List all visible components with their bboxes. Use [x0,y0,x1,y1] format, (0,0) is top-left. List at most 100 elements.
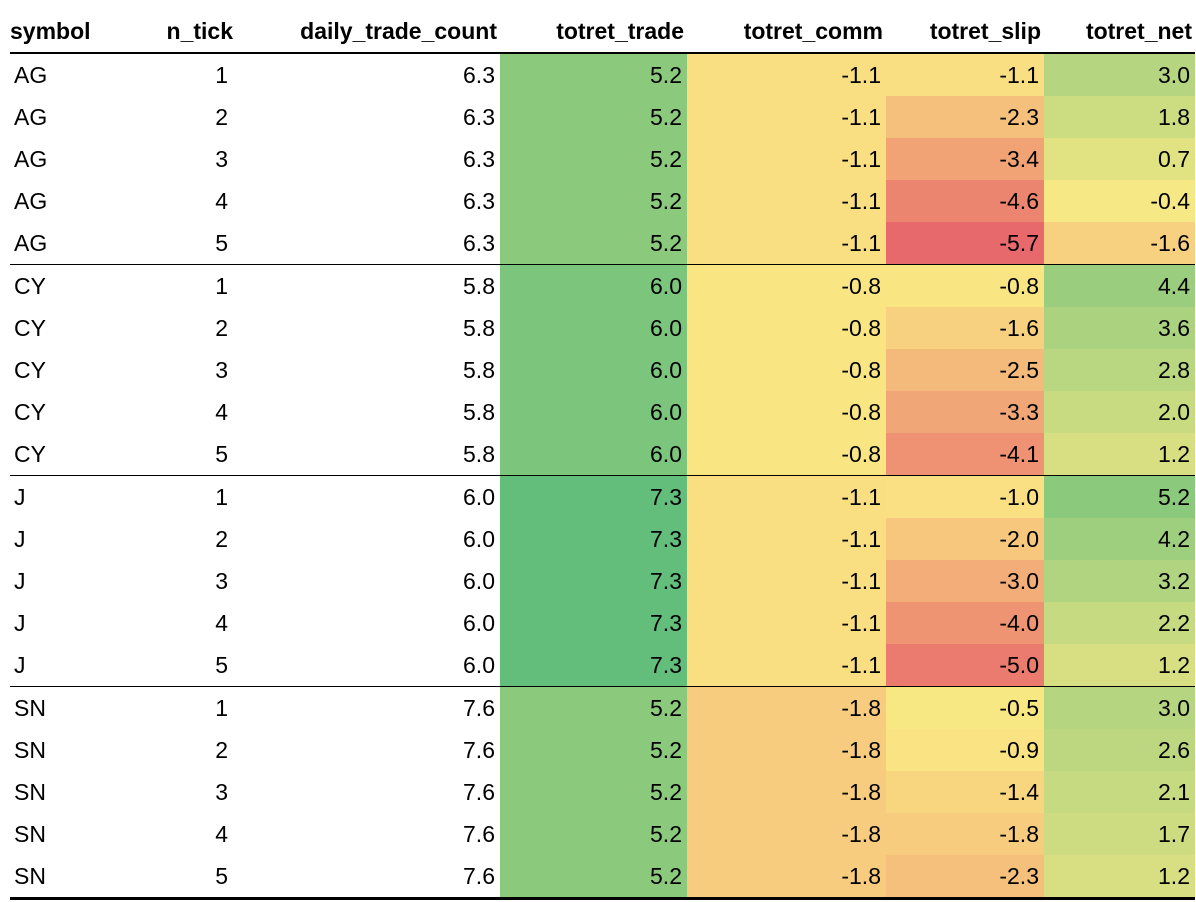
cell-totret-net: 1.2 [1044,644,1195,687]
cell-daily-trade-count: 6.3 [463,103,495,130]
cell-daily-trade-count: 6.0 [463,567,495,594]
cell-totret-net: 4.4 [1044,264,1195,307]
cell-totret-slip: -5.7 [886,222,1044,265]
returns-heatmap-table: symbol n_tick daily_trade_count totret_t… [10,10,1195,900]
cell-totret-slip: -0.8 [886,264,1044,307]
cell-totret-net: 1.2 [1044,855,1195,900]
cell-daily-trade-count: 5.8 [463,398,495,425]
cell-totret-trade: 5.2 [500,729,687,771]
cell-daily-trade-count: 7.6 [236,855,500,900]
table-row: AG 5 6.3 5.2 -1.1 -5.7 -1.6 [10,222,1195,265]
column-header-symbol: symbol [10,10,125,54]
cell-n-tick: 3 [215,567,228,594]
cell-daily-trade-count: 6.0 [463,609,495,636]
cell-n-tick: 2 [215,525,228,552]
cell-totret-comm: -1.1 [687,644,886,687]
cell-totret-slip: -1.0 [886,475,1044,518]
cell-n-tick: 1 [215,694,228,721]
cell-totret-trade: 6.0 [500,391,687,433]
table-row: CY 2 5.8 6.0 -0.8 -1.6 3.6 [10,307,1195,349]
cell-totret-slip: -2.0 [886,518,1044,560]
cell-n-tick: 5 [125,855,236,900]
cell-totret-net: 2.0 [1044,391,1195,433]
column-header-totret-net: totret_net [1044,10,1195,54]
cell-totret-slip: -4.1 [886,433,1044,476]
cell-totret-trade: 7.3 [500,644,687,687]
table-row: AG 2 6.3 5.2 -1.1 -2.3 1.8 [10,96,1195,138]
cell-totret-trade: 5.2 [500,53,687,96]
cell-symbol: J [10,644,125,687]
cell-totret-net: 2.1 [1044,771,1195,813]
cell-daily-trade-count: 6.0 [463,483,495,510]
cell-totret-comm: -1.1 [687,475,886,518]
header-row: symbol n_tick daily_trade_count totret_t… [10,10,1195,54]
cell-daily-trade-count: 7.6 [463,694,495,721]
cell-totret-slip: -2.3 [886,96,1044,138]
cell-symbol: SN [14,820,46,847]
cell-totret-comm: -1.1 [687,560,886,602]
cell-symbol: J [14,567,26,594]
cell-totret-net: 2.8 [1044,349,1195,391]
cell-totret-slip: -1.8 [886,813,1044,855]
table-body: AG 1 6.3 5.2 -1.1 -1.1 3.0 AG 2 6.3 5.2 -1.1 -2.3 1.8… [10,53,1195,900]
cell-totret-slip: -1.4 [886,771,1044,813]
cell-symbol: J [14,483,26,510]
cell-totret-comm: -1.1 [687,138,886,180]
cell-totret-comm: -0.8 [687,391,886,433]
cell-daily-trade-count: 5.8 [463,356,495,383]
table-row: AG 4 6.3 5.2 -1.1 -4.6 -0.4 [10,180,1195,222]
table-row: J 4 6.0 7.3 -1.1 -4.0 2.2 [10,602,1195,644]
cell-symbol: CY [14,356,46,383]
cell-totret-net: 2.2 [1044,602,1195,644]
cell-totret-net: 1.2 [1044,433,1195,476]
cell-totret-comm: -1.1 [687,96,886,138]
table-row: J 2 6.0 7.3 -1.1 -2.0 4.2 [10,518,1195,560]
cell-totret-slip: -0.5 [886,686,1044,729]
cell-n-tick: 1 [215,61,228,88]
cell-totret-comm: -1.1 [687,53,886,96]
cell-daily-trade-count: 7.6 [463,778,495,805]
cell-daily-trade-count: 6.3 [236,222,500,265]
cell-totret-trade: 6.0 [500,264,687,307]
cell-totret-comm: -1.1 [687,602,886,644]
cell-totret-net: 5.2 [1044,475,1195,518]
cell-daily-trade-count: 5.8 [463,272,495,299]
cell-symbol: SN [14,736,46,763]
cell-totret-trade: 6.0 [500,307,687,349]
cell-totret-comm: -1.1 [687,518,886,560]
table-row: J 1 6.0 7.3 -1.1 -1.0 5.2 [10,475,1195,518]
cell-totret-slip: -2.3 [886,855,1044,900]
table-row: CY 3 5.8 6.0 -0.8 -2.5 2.8 [10,349,1195,391]
cell-n-tick: 2 [215,736,228,763]
cell-symbol: SN [14,694,46,721]
cell-totret-comm: -0.8 [687,349,886,391]
cell-totret-trade: 5.2 [500,96,687,138]
cell-totret-comm: -1.8 [687,855,886,900]
cell-totret-comm: -0.8 [687,264,886,307]
cell-totret-trade: 6.0 [500,433,687,476]
column-header-totret-comm: totret_comm [687,10,886,54]
cell-symbol: J [14,609,26,636]
cell-totret-trade: 5.2 [500,855,687,900]
cell-totret-comm: -1.8 [687,686,886,729]
cell-n-tick: 5 [125,433,236,476]
cell-totret-comm: -1.8 [687,729,886,771]
cell-n-tick: 4 [215,398,228,425]
cell-totret-trade: 5.2 [500,222,687,265]
cell-totret-slip: -5.0 [886,644,1044,687]
cell-symbol: J [14,525,26,552]
cell-symbol: AG [14,145,48,172]
cell-daily-trade-count: 6.0 [463,525,495,552]
cell-symbol: AG [14,187,48,214]
cell-totret-slip: -1.6 [886,307,1044,349]
cell-totret-comm: -1.1 [687,222,886,265]
cell-totret-net: -0.4 [1044,180,1195,222]
cell-totret-trade: 5.2 [500,180,687,222]
cell-totret-trade: 5.2 [500,771,687,813]
cell-totret-comm: -1.1 [687,180,886,222]
cell-totret-net: 4.2 [1044,518,1195,560]
cell-totret-trade: 7.3 [500,475,687,518]
table-row: AG 1 6.3 5.2 -1.1 -1.1 3.0 [10,53,1195,96]
table-row: AG 3 6.3 5.2 -1.1 -3.4 0.7 [10,138,1195,180]
table-row: SN 5 7.6 5.2 -1.8 -2.3 1.2 [10,855,1195,900]
